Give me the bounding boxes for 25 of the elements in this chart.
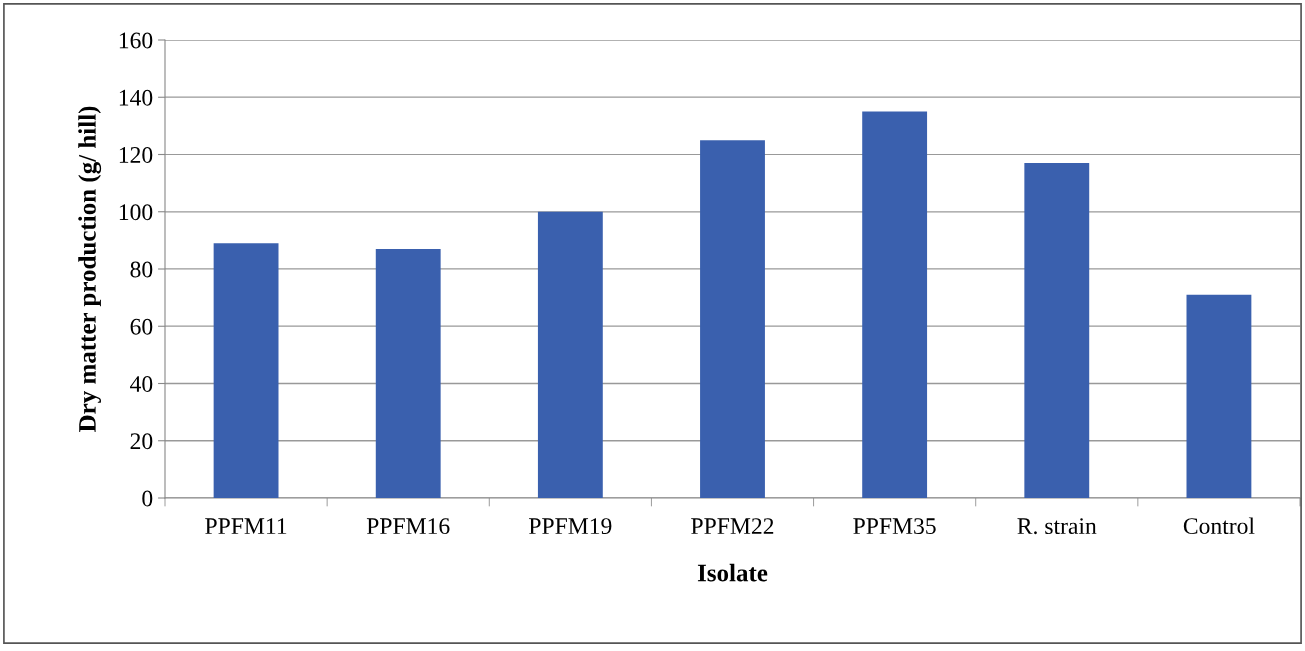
x-tick-label: PPFM11	[205, 518, 287, 534]
y-tick-label: 140	[119, 89, 153, 106]
y-tick-label: 40	[130, 375, 153, 392]
y-tick-label: 20	[130, 433, 153, 450]
x-tick-label: PPFM22	[691, 518, 774, 534]
y-tick-label: 100	[119, 204, 153, 221]
bar	[1186, 294, 1252, 498]
bar	[862, 111, 928, 498]
y-tick-label: 60	[130, 318, 153, 335]
x-tick-label: Control	[1183, 517, 1255, 535]
bar	[700, 140, 765, 498]
x-tick-label: PPFM16	[366, 518, 450, 535]
bar	[537, 211, 603, 498]
x-tick-label: PPFM19	[529, 518, 612, 535]
y-tick-label: 120	[119, 146, 153, 163]
y-tick-label: 0	[142, 490, 153, 507]
x-tick-label: R. strain	[1017, 518, 1097, 535]
y-axis-title: Dry matter production (g/ hill)	[78, 106, 102, 432]
x-axis-title: Isolate	[697, 563, 768, 582]
bar	[1024, 163, 1090, 498]
y-tick-label: 160	[119, 32, 153, 49]
x-tick-label: PPFM35	[853, 518, 936, 535]
bar	[375, 248, 441, 498]
bar	[213, 243, 279, 498]
y-tick-label: 80	[130, 261, 153, 278]
